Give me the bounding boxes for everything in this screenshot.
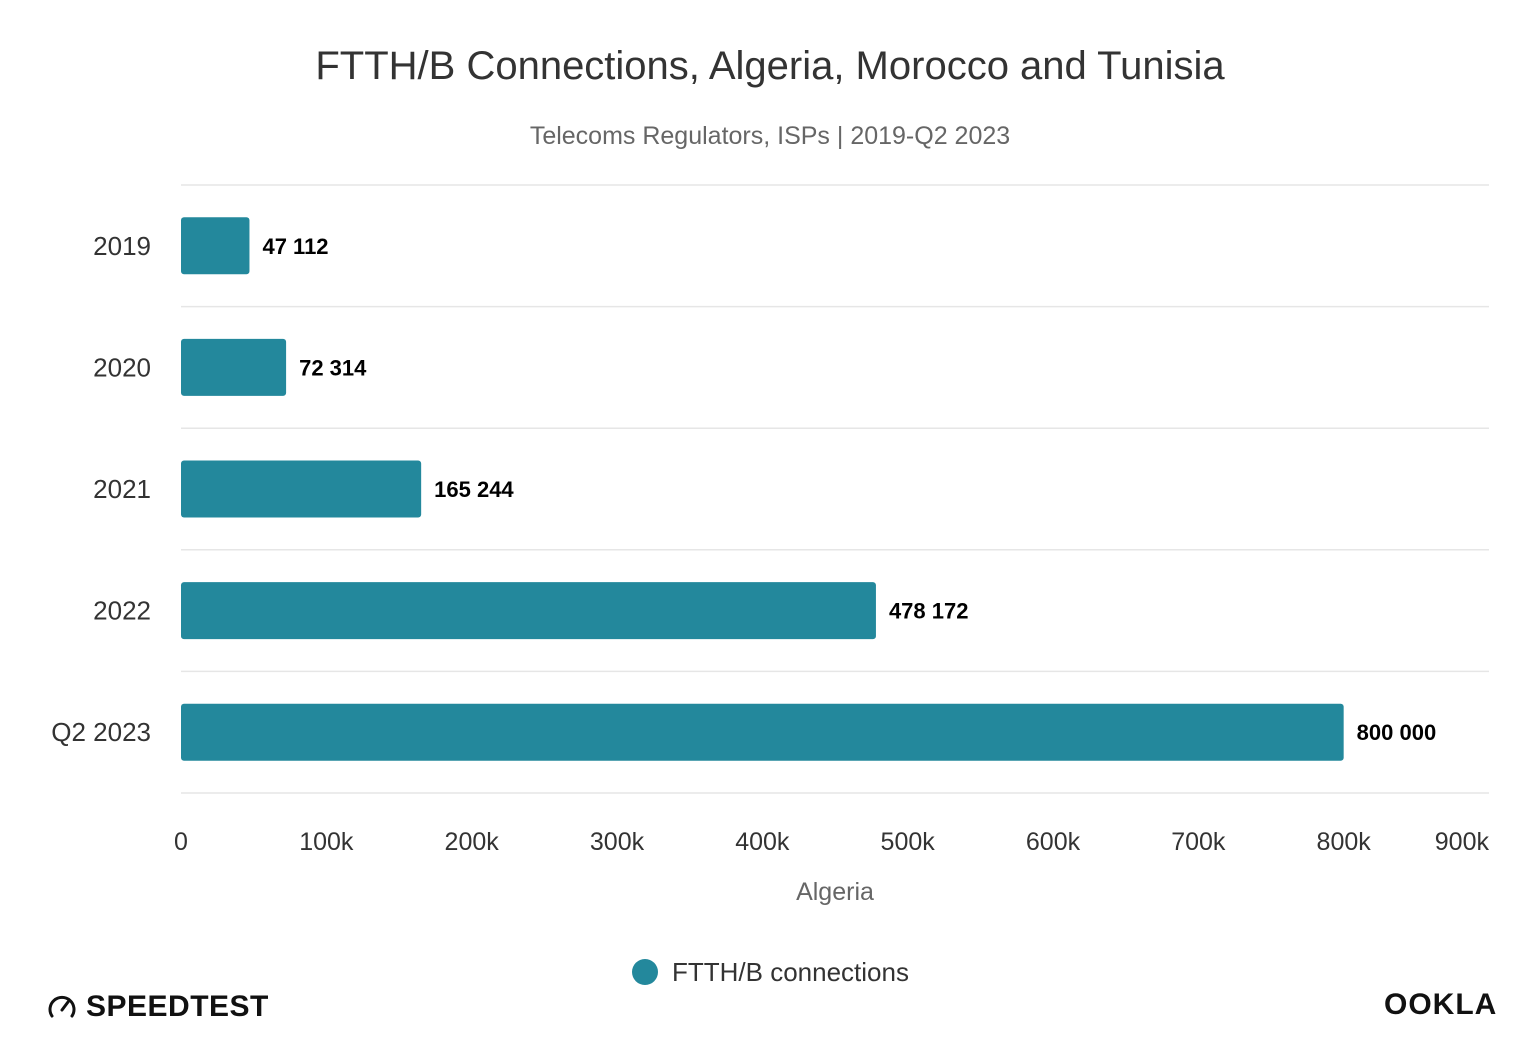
- bar: [181, 338, 287, 396]
- x-tick-label: 800k: [1317, 828, 1372, 856]
- data-label: 800 000: [1357, 720, 1437, 745]
- y-tick-label: Q2 2023: [51, 717, 151, 747]
- y-tick-label: 2021: [93, 474, 151, 504]
- x-tick-label: 200k: [445, 828, 500, 856]
- bar: [181, 703, 1344, 761]
- chart-title: FTTH/B Connections, Algeria, Morocco and…: [315, 44, 1225, 88]
- legend[interactable]: FTTH/B connections: [632, 955, 909, 989]
- data-label: 478 172: [889, 599, 969, 624]
- x-tick-label: 500k: [881, 828, 936, 856]
- x-tick-label: 400k: [735, 828, 790, 856]
- y-tick-label: 2020: [93, 352, 151, 382]
- data-label: 165 244: [434, 477, 514, 502]
- bar: [181, 460, 422, 518]
- speedtest-logo-text: SPEEDTEST: [86, 990, 269, 1023]
- legend-label: FTTH/B connections: [672, 956, 909, 987]
- chart-subtitle: Telecoms Regulators, ISPs | 2019-Q2 2023: [529, 122, 1011, 150]
- x-tick-label: 700k: [1171, 828, 1226, 856]
- y-tick-label: 2022: [93, 596, 151, 626]
- x-tick-label: 600k: [1026, 828, 1081, 856]
- x-tick-label: 100k: [299, 828, 354, 856]
- bar: [181, 217, 250, 275]
- x-tick-label: 300k: [590, 828, 645, 856]
- speedometer-icon: [48, 995, 76, 1018]
- x-tick-label: 0: [174, 828, 188, 856]
- bar-chart: 2019 47 112 2020 72 314 2021 165 244 2022 478 1…: [51, 184, 1490, 906]
- x-tick-label: 900k: [1435, 828, 1490, 856]
- data-label: 72 314: [299, 355, 367, 380]
- ookla-logo: OOKLA: [1384, 988, 1498, 1021]
- speedtest-logo: SPEEDTEST: [46, 990, 269, 1024]
- y-tick-label: 2019: [93, 231, 151, 261]
- data-label: 47 112: [262, 234, 328, 259]
- x-axis-label: Algeria: [796, 878, 874, 906]
- bar: [181, 582, 876, 640]
- legend-marker: [632, 959, 658, 985]
